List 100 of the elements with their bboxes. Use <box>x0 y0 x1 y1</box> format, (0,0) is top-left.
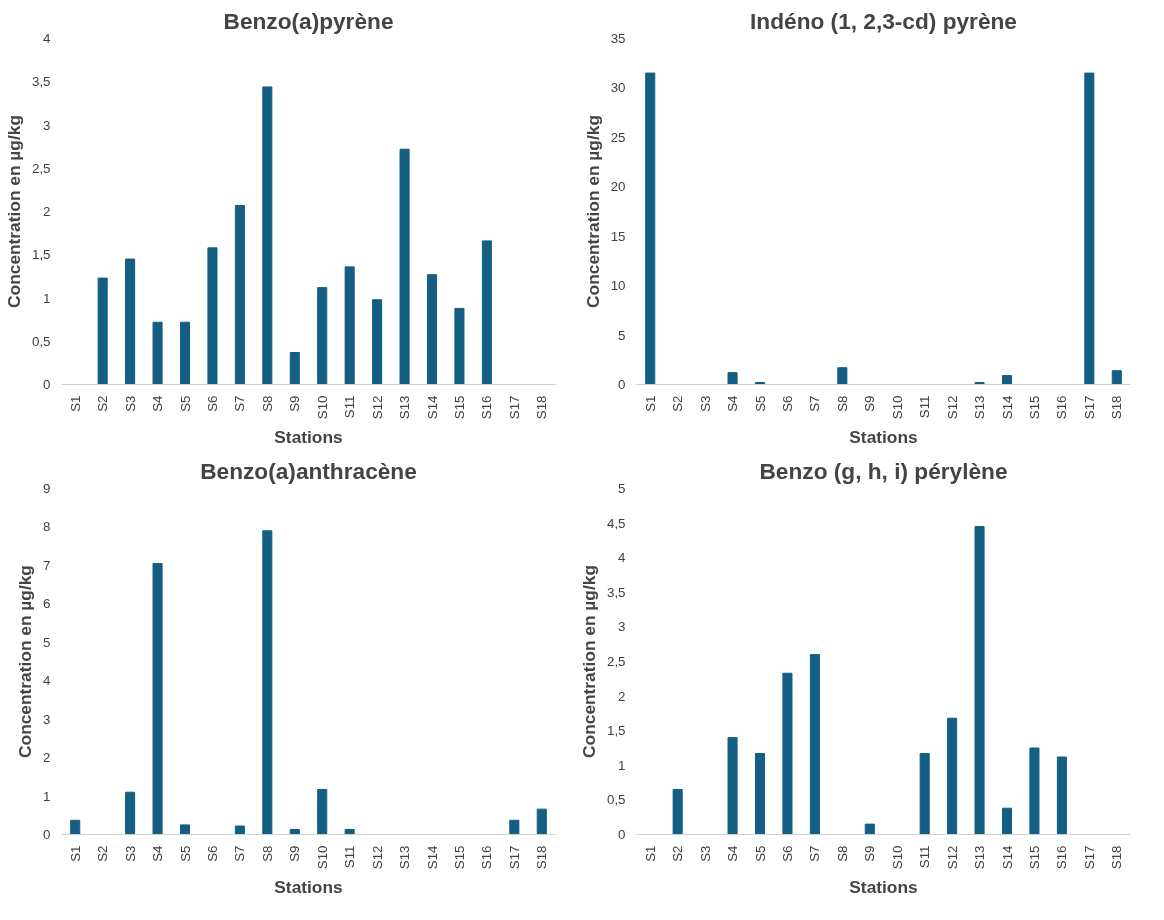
y-tick-label: 5 <box>618 327 626 343</box>
x-tick-label: S10 <box>314 395 330 420</box>
x-tick-label: S8 <box>834 845 850 862</box>
x-tick-label: S14 <box>999 844 1015 870</box>
x-tick-label: S11 <box>342 395 358 419</box>
x-tick-label: S1 <box>642 395 658 412</box>
x-tick-label: S1 <box>67 395 83 412</box>
y-tick-label: 4,5 <box>606 515 626 531</box>
x-tick-label: S14 <box>999 394 1015 420</box>
x-tick-label: S18 <box>1109 845 1125 870</box>
x-tick-label: S14 <box>424 394 440 420</box>
x-tick-label: S17 <box>1081 395 1097 420</box>
x-tick-label: S9 <box>287 845 303 862</box>
x-axis-title: Stations <box>274 877 343 898</box>
y-tick-label: 1,5 <box>606 723 626 739</box>
chart-title: Benzo(a)anthracène <box>200 457 417 484</box>
x-tick-label: S5 <box>177 395 193 412</box>
x-tick-label: S4 <box>725 394 741 412</box>
y-tick-label: 1 <box>43 290 51 306</box>
x-tick-label: S3 <box>122 395 138 412</box>
x-tick-label: S6 <box>204 845 220 862</box>
y-tick-label: 5 <box>618 481 626 496</box>
y-tick-label: 0 <box>43 827 51 842</box>
x-tick-label: S11 <box>342 845 358 869</box>
y-tick-label: 8 <box>43 519 51 535</box>
x-tick-label: S15 <box>1026 395 1042 420</box>
y-tick-label: 25 <box>610 129 626 145</box>
chart-title: Benzo (g, h, i) pérylène <box>759 457 1008 484</box>
x-tick-label: S10 <box>889 845 905 870</box>
x-tick-label: S9 <box>287 395 303 412</box>
x-tick-label: S11 <box>917 845 933 869</box>
y-tick-label: 4 <box>43 673 52 689</box>
y-tick-label: 2 <box>43 750 51 766</box>
y-tick-label: 1,5 <box>31 247 51 263</box>
y-axis-title: Concentration en µg/kg <box>3 115 24 308</box>
x-tick-label: S9 <box>862 395 878 412</box>
x-tick-label: S4 <box>150 394 166 412</box>
x-tick-label: S3 <box>697 395 713 412</box>
x-tick-label: S17 <box>506 845 522 870</box>
y-tick-label: 9 <box>43 481 51 496</box>
x-tick-label: S16 <box>479 845 495 870</box>
x-tick-label: S4 <box>725 844 741 862</box>
x-tick-label: S1 <box>642 845 658 862</box>
x-tick-label: S16 <box>479 395 495 420</box>
x-tick-label: S6 <box>204 395 220 412</box>
x-tick-label: S8 <box>259 845 275 862</box>
y-tick-label: 4 <box>43 31 52 46</box>
x-axis-title: Stations <box>849 877 918 898</box>
y-axis-title: Concentration en µg/kg <box>15 565 36 758</box>
y-axis-title: Concentration en µg/kg <box>578 565 599 758</box>
y-tick-label: 2 <box>618 688 626 704</box>
x-tick-label: S2 <box>670 845 686 862</box>
y-tick-label: 1 <box>618 757 626 773</box>
y-tick-label: 0 <box>43 377 51 392</box>
x-tick-label: S16 <box>1054 395 1070 420</box>
x-tick-label: S14 <box>424 844 440 870</box>
x-tick-label: S3 <box>697 845 713 862</box>
x-tick-label: S2 <box>95 845 111 862</box>
x-tick-label: S9 <box>862 845 878 862</box>
y-tick-label: 2 <box>43 204 51 219</box>
x-tick-label: S8 <box>259 395 275 412</box>
x-tick-label: S3 <box>122 845 138 862</box>
x-tick-label: S12 <box>369 845 385 870</box>
x-tick-label: S7 <box>807 845 823 862</box>
y-tick-label: 20 <box>610 179 626 195</box>
x-tick-label: S13 <box>972 845 988 870</box>
x-tick-label: S8 <box>834 395 850 412</box>
x-tick-label: S15 <box>1026 845 1042 870</box>
x-tick-label: S10 <box>314 845 330 870</box>
x-tick-label: S7 <box>807 395 823 412</box>
y-tick-label: 35 <box>610 31 626 46</box>
y-tick-label: 10 <box>610 278 626 294</box>
chart-title: Benzo(a)pyrène <box>223 7 394 34</box>
y-tick-label: 15 <box>610 228 626 244</box>
y-tick-label: 3,5 <box>606 584 626 600</box>
x-tick-label: S13 <box>397 395 413 420</box>
x-tick-label: S6 <box>779 395 795 412</box>
y-tick-label: 2,5 <box>606 654 626 669</box>
x-tick-label: S4 <box>150 844 166 862</box>
y-tick-label: 30 <box>610 80 626 96</box>
y-tick-label: 0 <box>618 377 626 392</box>
y-tick-label: 3 <box>43 711 51 727</box>
x-axis-title: Stations <box>849 427 918 448</box>
x-tick-label: S16 <box>1054 845 1070 870</box>
x-tick-label: S12 <box>944 845 960 870</box>
x-tick-label: S13 <box>972 395 988 420</box>
y-tick-label: 2,5 <box>31 160 51 176</box>
x-tick-label: S13 <box>397 845 413 870</box>
x-tick-label: S5 <box>177 845 193 862</box>
x-tick-label: S5 <box>752 845 768 862</box>
x-tick-label: S2 <box>670 395 686 412</box>
x-tick-label: S2 <box>95 395 111 412</box>
x-tick-label: S7 <box>232 395 248 412</box>
chart-title: Indéno (1, 2,3-cd) pyrène <box>750 7 1017 34</box>
y-tick-label: 5 <box>43 634 51 650</box>
y-axis-title: Concentration en µg/kg <box>582 115 603 308</box>
x-tick-label: S1 <box>67 845 83 862</box>
x-tick-label: S17 <box>506 395 522 420</box>
x-tick-label: S6 <box>779 845 795 862</box>
x-tick-label: S12 <box>944 395 960 420</box>
